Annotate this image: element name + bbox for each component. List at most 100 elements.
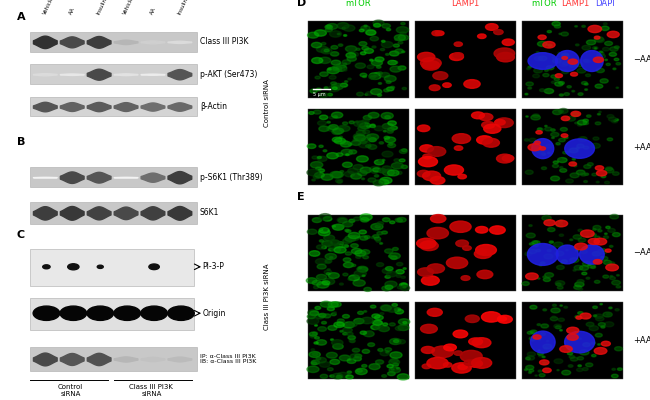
Circle shape	[356, 368, 367, 374]
Circle shape	[315, 314, 324, 319]
Circle shape	[369, 166, 382, 173]
Circle shape	[429, 85, 440, 91]
Circle shape	[607, 138, 613, 141]
Circle shape	[551, 132, 559, 137]
Circle shape	[547, 340, 549, 342]
Circle shape	[397, 286, 403, 289]
Circle shape	[330, 31, 341, 37]
Circle shape	[331, 46, 338, 49]
Circle shape	[348, 322, 358, 327]
Circle shape	[317, 340, 326, 345]
Circle shape	[374, 315, 384, 320]
Circle shape	[522, 282, 529, 286]
Circle shape	[584, 165, 591, 168]
Circle shape	[540, 333, 545, 335]
Circle shape	[382, 231, 387, 234]
Circle shape	[427, 228, 448, 239]
Circle shape	[380, 72, 389, 77]
Circle shape	[580, 230, 594, 237]
Circle shape	[307, 144, 316, 148]
Text: mTOR: mTOR	[346, 0, 371, 8]
Circle shape	[315, 30, 326, 36]
Circle shape	[313, 332, 318, 335]
Circle shape	[314, 342, 318, 344]
Circle shape	[316, 357, 321, 360]
Circle shape	[600, 79, 608, 83]
Circle shape	[562, 53, 569, 57]
Circle shape	[606, 63, 610, 66]
Circle shape	[422, 171, 441, 181]
Circle shape	[395, 308, 400, 311]
Circle shape	[349, 150, 357, 154]
Circle shape	[577, 368, 583, 372]
Circle shape	[320, 301, 332, 307]
Circle shape	[332, 87, 337, 90]
Text: Insulin: Insulin	[176, 0, 188, 16]
Circle shape	[311, 360, 320, 364]
Circle shape	[359, 42, 367, 46]
Circle shape	[538, 35, 546, 40]
Circle shape	[549, 241, 553, 243]
Circle shape	[567, 86, 571, 88]
Circle shape	[525, 369, 528, 370]
Circle shape	[366, 30, 376, 35]
Text: p-AKT (Ser473): p-AKT (Ser473)	[200, 70, 257, 79]
FancyBboxPatch shape	[415, 109, 516, 185]
Circle shape	[479, 113, 493, 121]
Circle shape	[396, 27, 409, 33]
Circle shape	[593, 137, 599, 140]
Circle shape	[616, 87, 619, 88]
Circle shape	[332, 66, 342, 71]
Circle shape	[554, 25, 560, 28]
Circle shape	[575, 63, 583, 67]
Circle shape	[578, 338, 581, 340]
Circle shape	[617, 274, 619, 276]
Circle shape	[368, 112, 379, 118]
Circle shape	[357, 236, 359, 238]
Circle shape	[386, 351, 389, 353]
Circle shape	[552, 58, 561, 63]
Circle shape	[377, 222, 384, 225]
Circle shape	[564, 136, 568, 139]
Circle shape	[482, 312, 501, 322]
Circle shape	[358, 121, 369, 127]
Circle shape	[343, 314, 350, 318]
Circle shape	[482, 122, 495, 128]
Circle shape	[387, 307, 397, 312]
Circle shape	[328, 240, 340, 246]
Circle shape	[332, 373, 343, 379]
Circle shape	[328, 307, 334, 311]
Circle shape	[387, 364, 393, 368]
Circle shape	[345, 46, 357, 52]
Circle shape	[571, 72, 578, 76]
Circle shape	[609, 52, 617, 56]
Circle shape	[421, 324, 437, 333]
Circle shape	[315, 172, 324, 178]
Circle shape	[527, 352, 536, 356]
Circle shape	[461, 276, 470, 280]
Circle shape	[552, 110, 562, 115]
Circle shape	[396, 368, 399, 369]
Circle shape	[384, 89, 389, 92]
Circle shape	[349, 219, 355, 222]
Circle shape	[401, 22, 405, 25]
Circle shape	[537, 128, 543, 131]
Circle shape	[373, 20, 384, 26]
Circle shape	[60, 306, 86, 320]
Circle shape	[379, 326, 389, 332]
Circle shape	[526, 273, 538, 280]
Circle shape	[327, 126, 337, 131]
Circle shape	[543, 344, 552, 349]
Circle shape	[538, 350, 540, 351]
Circle shape	[547, 228, 555, 232]
Circle shape	[380, 177, 392, 184]
Circle shape	[502, 155, 514, 161]
Circle shape	[454, 146, 463, 150]
Circle shape	[558, 318, 564, 321]
Circle shape	[417, 170, 430, 177]
Circle shape	[531, 115, 540, 120]
Circle shape	[593, 228, 596, 230]
Circle shape	[543, 362, 547, 364]
Circle shape	[332, 137, 342, 142]
FancyBboxPatch shape	[522, 302, 623, 379]
